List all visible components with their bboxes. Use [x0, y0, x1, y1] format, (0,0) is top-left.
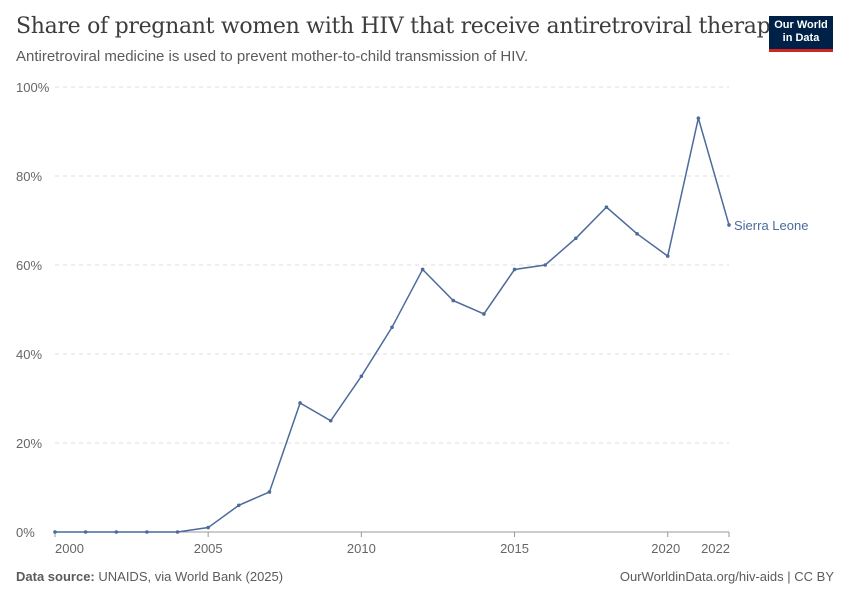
y-tick-label: 80% [16, 169, 42, 184]
y-tick-label: 100% [16, 80, 50, 95]
owid-logo[interactable]: Our World in Data [769, 16, 833, 52]
data-point [114, 530, 119, 534]
data-point [390, 325, 394, 330]
data-point [512, 267, 517, 272]
data-point [359, 374, 364, 379]
x-tick-label: 2015 [500, 541, 529, 556]
data-point [328, 418, 333, 423]
data-point [206, 525, 210, 530]
chart-title: Share of pregnant women with HIV that re… [16, 14, 783, 39]
data-source: Data source: UNAIDS, via World Bank (202… [16, 569, 283, 584]
source-text[interactable]: UNAIDS, via World Bank (2025) [98, 569, 284, 584]
x-tick-label: 2010 [347, 541, 376, 556]
data-point [604, 205, 609, 209]
series-line [55, 117, 730, 533]
series-label: Sierra Leone [734, 218, 808, 233]
data-point [696, 116, 701, 120]
y-tick-label: 20% [16, 436, 42, 451]
source-label: Data source: [16, 569, 95, 584]
data-point [665, 254, 670, 258]
y-tick-label: 60% [16, 258, 42, 273]
data-point [83, 530, 88, 534]
x-tick-label: 2005 [194, 541, 223, 556]
data-point [298, 401, 302, 405]
credit-link[interactable]: OurWorldinData.org/hiv-aids | CC BY [619, 569, 834, 584]
x-tick-label: 2020 [651, 541, 680, 556]
data-point [237, 503, 241, 508]
data-point [53, 530, 57, 534]
data-point [635, 232, 639, 236]
chart-subtitle: Antiretroviral medicine is used to preve… [16, 48, 529, 65]
data-point [543, 263, 547, 267]
data-point [175, 530, 180, 534]
y-tick-label: 0% [16, 525, 35, 540]
data-point [482, 312, 486, 316]
data-point [420, 267, 425, 272]
data-point [145, 530, 149, 534]
x-tick-label: 2000 [55, 541, 84, 556]
y-tick-label: 40% [16, 347, 42, 362]
data-point [727, 223, 731, 227]
data-point [267, 490, 272, 494]
x-tick-label: 2022 [701, 541, 730, 556]
data-point [574, 236, 578, 241]
data-point [451, 298, 456, 303]
